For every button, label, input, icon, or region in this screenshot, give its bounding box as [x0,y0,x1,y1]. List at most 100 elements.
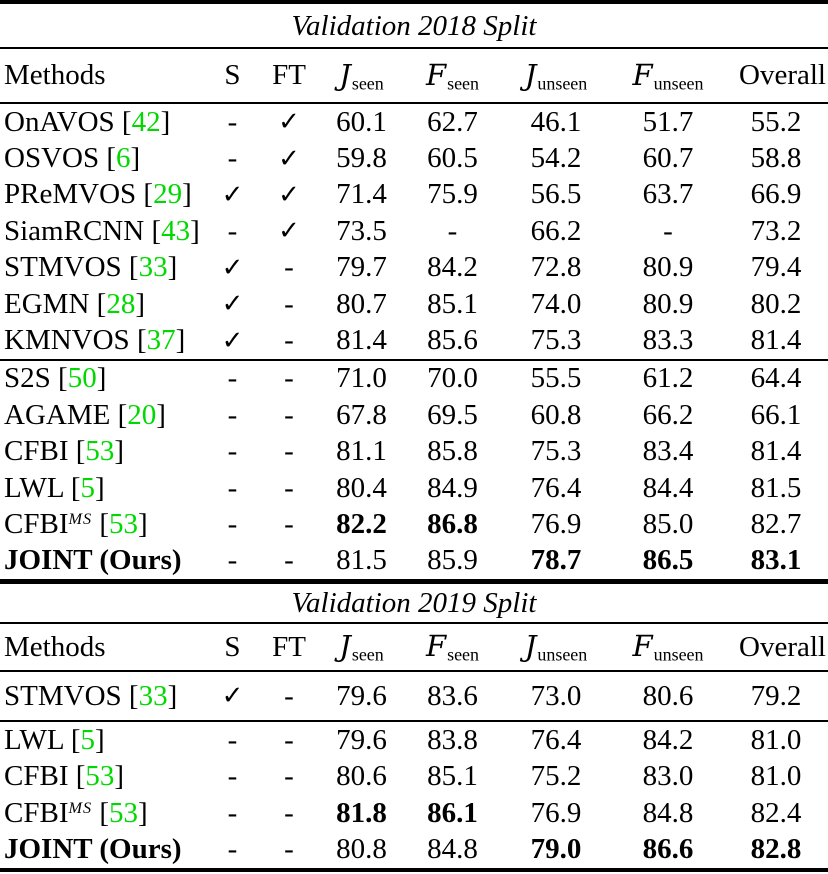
citation-link[interactable]: 43 [161,214,191,247]
citation-link[interactable]: 29 [153,178,183,211]
metric-value-cell: 67.8 [336,398,387,431]
table-row: PReMVOS [29] ✓ ✓ 71.4 75.9 56.5 63.7 66.9 [0,177,828,213]
citation-bracket: ] [114,760,125,793]
metric-value-cell: 75.3 [530,435,582,468]
metric-value-cell: 71.4 [336,178,387,211]
metric-value-cell: 84.2 [427,251,478,284]
metric-value-cell: 80.7 [336,287,387,320]
metric-value-cell: 58.8 [750,142,802,175]
metric-value-cell: 66.2 [530,214,582,247]
citation-link[interactable]: 5 [80,723,96,756]
citation-bracket: ] [95,471,105,504]
citation-bracket: [ [128,251,139,284]
citation-bracket: [ [75,760,86,793]
method-name: PReMVOS [4,178,137,211]
citation-bracket: [ [75,435,86,468]
citation-link[interactable]: 42 [131,105,161,138]
metric-value-cell: 60.7 [642,142,694,175]
finetune-flag-cell: - [284,287,294,320]
citation-link[interactable]: 53 [109,796,139,829]
metric-value-cell: 72.8 [530,251,582,284]
table-rule-divider [0,0,828,4]
metric-value-cell: 75.9 [427,178,478,211]
metric-letter: F [425,629,447,664]
table-rule-divider [0,622,828,625]
checkmark-icon: ✓ [221,252,244,283]
method-cell: CFBIMS [53] [0,796,205,829]
column-header: Overall [739,59,826,91]
finetune-flag-cell: - [284,324,294,357]
metric-value-cell: 83.3 [642,324,694,357]
checkmark-icon: ✓ [278,179,300,210]
synthetic-flag-cell: - [227,105,238,138]
method-name: SiamRCNN [4,214,145,247]
metric-value-cell: 73.2 [750,214,802,247]
column-header: Fseen [405,629,500,664]
citation-link[interactable]: 28 [106,287,136,320]
finetune-flag-cell: - [284,471,294,504]
citation-link[interactable]: 50 [67,362,97,395]
metric-value-cell: 79.2 [750,679,802,712]
method-superscript: MS [68,798,93,817]
metric-value-cell: 51.7 [642,105,694,138]
column-header: S [224,59,241,91]
method-cell: AGAME [20] [0,398,205,431]
method-name: STMVOS [4,679,122,712]
citation-link[interactable]: 6 [116,142,131,175]
synthetic-flag-cell: - [227,398,238,431]
method-name: CFBI [4,760,69,793]
metric-value-cell: - [447,214,458,247]
metric-letter: J [339,629,351,664]
metric-value-cell: 60.5 [427,142,478,175]
synthetic-flag-cell: - [227,471,238,504]
citation-bracket: [ [117,398,128,431]
citation-link[interactable]: 53 [109,507,139,540]
citation-bracket: [ [96,287,107,320]
metric-letter: J [524,57,537,92]
method-name: CFBI [4,507,69,540]
citation-link[interactable]: 20 [127,398,157,431]
table-row: S2S [50] - -71.0 70.0 55.5 61.2 64.4 [0,361,828,397]
metric-value-cell: 76.9 [530,796,582,829]
checkmark-icon: ✓ [221,179,244,210]
metric-value-cell: 55.2 [750,105,802,138]
citation-bracket: [ [136,324,147,357]
citation-link[interactable]: 37 [146,324,176,357]
citation-link[interactable]: 5 [80,471,96,504]
metric-value-cell: 81.0 [750,760,802,793]
metric-value-cell: 84.9 [427,471,478,504]
method-cell: KMNVOS [37] [0,326,205,355]
method-name: KMNVOS [4,324,130,357]
citation-link[interactable]: 53 [85,760,115,793]
metric-value-cell: 55.5 [530,362,582,395]
citation-link[interactable]: 53 [85,435,115,468]
metric-value-cell: 54.2 [530,142,582,175]
citation-bracket: [ [70,471,81,504]
citation-bracket: [ [99,507,110,540]
finetune-flag-cell: - [284,760,294,793]
metric-letter: F [632,57,653,92]
citation-link[interactable]: 33 [138,251,168,284]
metric-value-cell: 62.7 [427,105,478,138]
table-rule-divider [0,358,828,361]
metric-value-cell: - [663,214,673,247]
metric-value-cell: 80.9 [642,251,694,284]
metric-value-cell: 60.1 [336,105,387,138]
metric-value-cell: 83.1 [750,544,802,577]
citation-bracket: ] [182,178,192,211]
citation-link[interactable]: 33 [138,679,168,712]
table-header-row: Methods S FT Jseen Fseen Junseen Funseen Overal… [0,49,828,102]
synthetic-flag-cell: - [227,214,238,247]
metric-value-cell: 81.4 [750,324,802,357]
finetune-flag-cell: - [284,362,294,395]
metric-value-cell: 79.0 [530,832,582,865]
metric-value-cell: 83.0 [642,760,694,793]
metric-value-cell: 69.5 [427,398,478,431]
checkmark-icon: ✓ [221,325,244,356]
metric-value-cell: 84.2 [642,723,694,756]
citation-bracket: [ [151,214,162,247]
citation-bracket: ] [175,324,186,357]
metric-letter: F [632,629,653,664]
metric-value-cell: 85.9 [427,544,478,577]
method-cell: PReMVOS [29] [0,180,205,209]
